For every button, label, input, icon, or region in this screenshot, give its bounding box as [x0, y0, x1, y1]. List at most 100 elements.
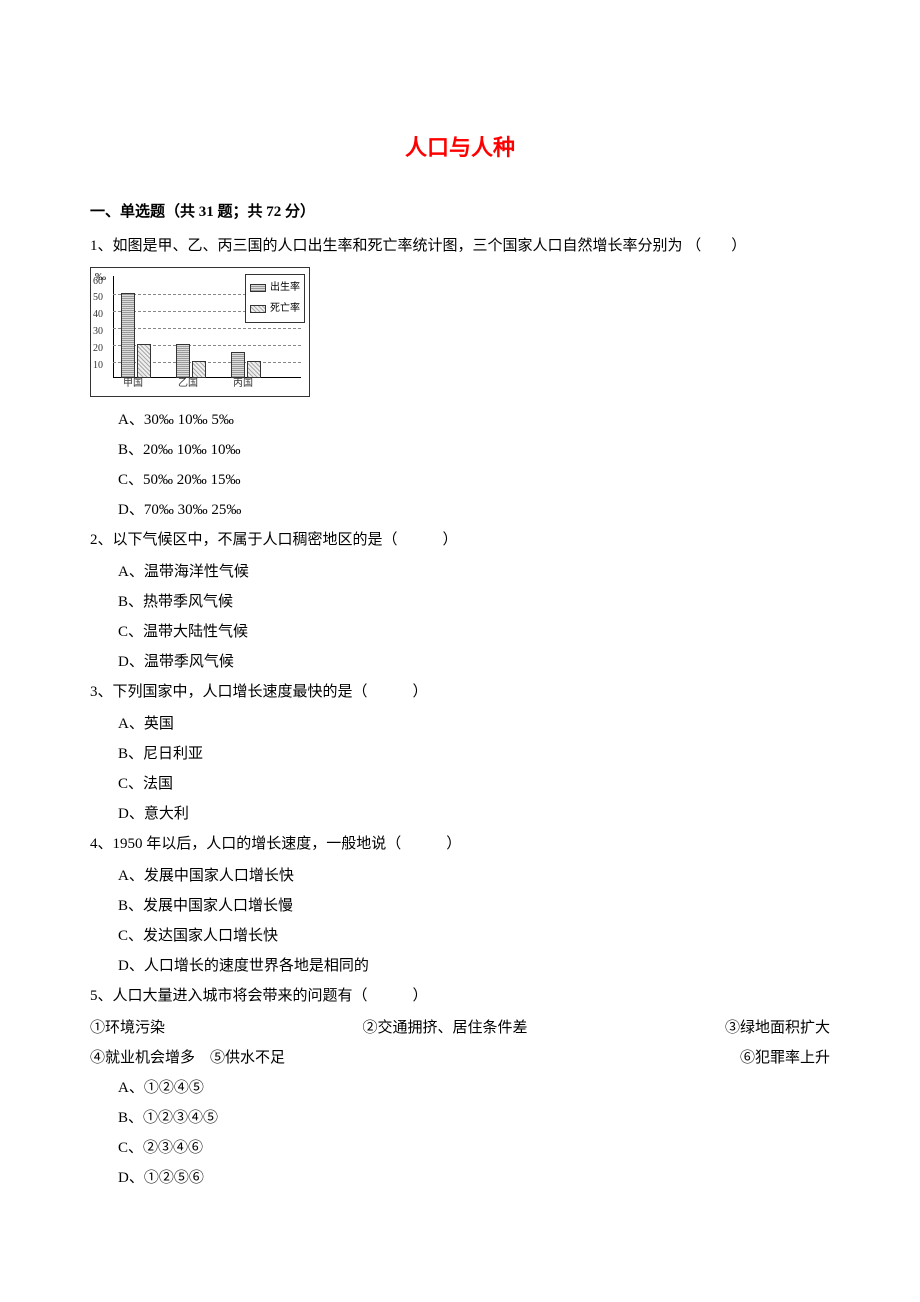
option: A、30‰ 10‰ 5‰: [90, 405, 830, 435]
question-text: 4、1950 年以后，人口的增长速度，一般地说（ ）: [90, 829, 830, 859]
option-text: 人口增长的速度世界各地是相同的: [144, 958, 369, 974]
option: B、①②③④⑤: [90, 1103, 830, 1133]
option-label: C、: [118, 928, 143, 944]
option-text: 30‰ 10‰ 5‰: [144, 412, 234, 428]
question-4: 4、1950 年以后，人口的增长速度，一般地说（ ） A、发展中国家人口增长快 …: [90, 829, 830, 981]
option: D、70‰ 30‰ 25‰: [90, 495, 830, 525]
option: A、温带海洋性气候: [90, 557, 830, 587]
option-text: ①②③④⑤: [143, 1110, 218, 1126]
option-label: B、: [118, 898, 143, 914]
option-text: 70‰ 30‰ 25‰: [144, 502, 242, 518]
option: C、②③④⑥: [90, 1133, 830, 1163]
xlabel-yi: 乙国: [178, 374, 198, 394]
option-label: C、: [118, 1140, 143, 1156]
sub-items: ①环境污染 ②交通拥挤、居住条件差 ③绿地面积扩大 ④就业机会增多 ⑤供水不足 …: [90, 1013, 830, 1073]
option: C、法国: [90, 769, 830, 799]
option-label: B、: [118, 746, 143, 762]
question-num: 5、: [90, 988, 113, 1004]
option: D、①②⑤⑥: [90, 1163, 830, 1193]
question-5: 5、人口大量进入城市将会带来的问题有（ ） ①环境污染 ②交通拥挤、居住条件差 …: [90, 981, 830, 1193]
option: D、温带季风气候: [90, 647, 830, 677]
question-num: 3、: [90, 684, 113, 700]
option-label: A、: [118, 868, 144, 884]
sub-item: ②交通拥挤、居住条件差: [362, 1013, 527, 1043]
option: D、意大利: [90, 799, 830, 829]
sub-item: ③绿地面积扩大: [725, 1013, 830, 1043]
option: C、50‰ 20‰ 15‰: [90, 465, 830, 495]
question-body: 人口大量进入城市将会带来的问题有（ ）: [113, 988, 428, 1004]
option-text: 英国: [144, 716, 174, 732]
option-label: C、: [118, 472, 143, 488]
question-body: 下列国家中，人口增长速度最快的是（ ）: [113, 684, 428, 700]
option-text: 温带大陆性气候: [143, 624, 248, 640]
option-label: D、: [118, 654, 144, 670]
ytick-10: 10: [93, 356, 103, 376]
option-label: A、: [118, 564, 144, 580]
option: B、尼日利亚: [90, 739, 830, 769]
option-text: 温带季风气候: [144, 654, 234, 670]
option-text: ②③④⑥: [143, 1140, 203, 1156]
option-label: C、: [118, 624, 143, 640]
option-label: B、: [118, 442, 143, 458]
page-title: 人口与人种: [90, 130, 830, 162]
legend-label: 出生率: [270, 278, 300, 298]
question-body: 1950 年以后，人口的增长速度，一般地说（ ）: [113, 836, 462, 852]
option-label: D、: [118, 502, 144, 518]
option: A、发展中国家人口增长快: [90, 861, 830, 891]
bar-chart: ‰ 60 50 40 30 20 10 甲国 乙国 丙国: [90, 267, 310, 397]
legend-swatch-death: [250, 305, 266, 313]
option-text: 温带海洋性气候: [144, 564, 249, 580]
question-text: 2、以下气候区中，不属于人口稠密地区的是（ ）: [90, 525, 830, 555]
option-text: 热带季风气候: [143, 594, 233, 610]
question-body: 以下气候区中，不属于人口稠密地区的是（ ）: [113, 532, 458, 548]
option: D、人口增长的速度世界各地是相同的: [90, 951, 830, 981]
section-header: 一、单选题（共 31 题；共 72 分）: [90, 200, 830, 221]
option: B、发展中国家人口增长慢: [90, 891, 830, 921]
question-3: 3、下列国家中，人口增长速度最快的是（ ） A、英国 B、尼日利亚 C、法国 D…: [90, 677, 830, 829]
option: B、20‰ 10‰ 10‰: [90, 435, 830, 465]
question-2: 2、以下气候区中，不属于人口稠密地区的是（ ） A、温带海洋性气候 B、热带季风…: [90, 525, 830, 677]
option-label: B、: [118, 1110, 143, 1126]
sub-item: ①环境污染: [90, 1013, 165, 1043]
question-num: 1、: [90, 238, 113, 254]
option-text: 意大利: [144, 806, 189, 822]
option-label: D、: [118, 1170, 144, 1186]
option: A、①②④⑤: [90, 1073, 830, 1103]
option-label: D、: [118, 806, 144, 822]
option-text: 发展中国家人口增长快: [144, 868, 294, 884]
bar-jia-death: [137, 344, 151, 378]
sub-item: ⑥犯罪率上升: [740, 1043, 830, 1073]
sub-row: ④就业机会增多 ⑤供水不足 ⑥犯罪率上升: [90, 1043, 830, 1073]
question-text: 3、下列国家中，人口增长速度最快的是（ ）: [90, 677, 830, 707]
question-num: 4、: [90, 836, 113, 852]
legend-row: 死亡率: [250, 299, 300, 319]
question-num: 2、: [90, 532, 113, 548]
option-label: B、: [118, 594, 143, 610]
question-text: 1、如图是甲、乙、丙三国的人口出生率和死亡率统计图，三个国家人口自然增长率分别为…: [90, 231, 830, 261]
option-text: ①②④⑤: [144, 1080, 204, 1096]
option: C、发达国家人口增长快: [90, 921, 830, 951]
option: A、英国: [90, 709, 830, 739]
option-text: 法国: [143, 776, 173, 792]
legend-row: 出生率: [250, 278, 300, 298]
sub-item: ④就业机会增多 ⑤供水不足: [90, 1043, 285, 1073]
bar-jia-birth: [121, 293, 135, 378]
option: B、热带季风气候: [90, 587, 830, 617]
option-label: A、: [118, 716, 144, 732]
option-text: 50‰ 20‰ 15‰: [143, 472, 241, 488]
xlabel-jia: 甲国: [123, 374, 143, 394]
option-label: C、: [118, 776, 143, 792]
gridline: [113, 328, 301, 329]
option-label: A、: [118, 1080, 144, 1096]
option-text: ①②⑤⑥: [144, 1170, 204, 1186]
question-1: 1、如图是甲、乙、丙三国的人口出生率和死亡率统计图，三个国家人口自然增长率分别为…: [90, 231, 830, 525]
chart-legend: 出生率 死亡率: [245, 274, 305, 323]
option-label: D、: [118, 958, 144, 974]
bar-yi-birth: [176, 344, 190, 378]
option-label: A、: [118, 412, 144, 428]
option: C、温带大陆性气候: [90, 617, 830, 647]
question-body: 如图是甲、乙、丙三国的人口出生率和死亡率统计图，三个国家人口自然增长率分别为 （…: [113, 238, 747, 254]
option-text: 20‰ 10‰ 10‰: [143, 442, 241, 458]
xlabel-bing: 丙国: [233, 374, 253, 394]
option-text: 发达国家人口增长快: [143, 928, 278, 944]
